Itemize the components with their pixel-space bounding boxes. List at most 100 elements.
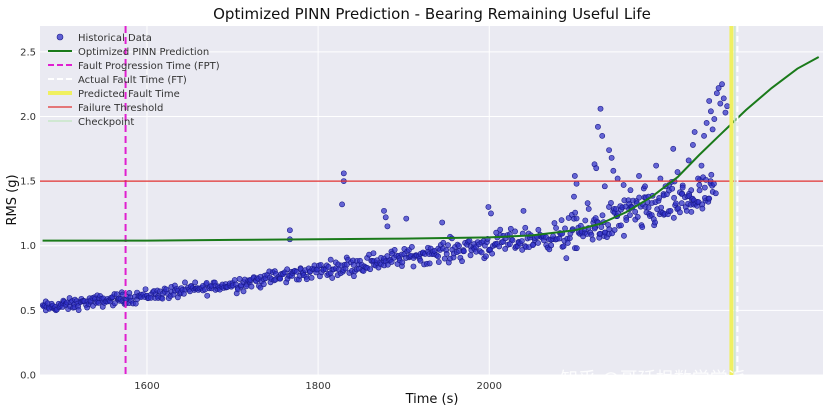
data-point-702	[384, 223, 391, 230]
data-point-687	[706, 195, 713, 202]
data-point-676	[696, 182, 703, 189]
data-point-308	[351, 273, 357, 280]
data-point-717	[606, 147, 612, 153]
data-point-595	[627, 212, 633, 219]
data-point-547	[585, 206, 592, 212]
data-point-252	[293, 268, 300, 275]
data-point-166	[203, 280, 210, 286]
data-point-707	[520, 207, 527, 214]
data-point-520	[563, 255, 570, 262]
data-point-729	[670, 145, 677, 152]
data-point-422	[466, 237, 473, 244]
data-point-718	[608, 154, 615, 161]
data-point-710	[571, 193, 577, 200]
data-point-439	[483, 253, 489, 260]
y-axis-ticks: 0.0 0.5 1.0 1.5 2.0 2.5	[20, 47, 36, 381]
data-point-209	[248, 283, 255, 290]
data-point-221	[260, 281, 267, 288]
data-point-726	[653, 162, 660, 169]
data-point-694	[712, 190, 719, 197]
data-point-88	[119, 291, 126, 298]
data-point-741	[707, 108, 714, 115]
legend-label-pinn-prediction: Optimized PINN Prediction	[78, 47, 209, 58]
legend-item-predicted-fault-time: Predicted Fault Time	[48, 89, 180, 100]
data-point-731	[679, 184, 686, 191]
data-point-577	[611, 227, 618, 233]
data-point-591	[623, 217, 630, 224]
data-point-467	[512, 228, 518, 235]
data-point-415	[459, 258, 465, 265]
data-point-286	[327, 256, 334, 263]
data-point-643	[669, 185, 676, 192]
data-point-458	[502, 245, 509, 252]
data-point-374	[417, 257, 424, 264]
watermark: 知乎 @哥廷根数学学派	[560, 369, 746, 390]
data-point-746	[717, 100, 724, 107]
data-point-704	[439, 219, 446, 226]
data-point-690	[708, 171, 715, 178]
data-point-452	[496, 243, 503, 250]
data-point-466	[509, 237, 516, 244]
data-point-624	[652, 219, 658, 226]
data-point-709	[573, 180, 580, 187]
chart-title: Optimized PINN Prediction - Bearing Rema…	[213, 5, 651, 23]
data-point-617	[645, 204, 652, 211]
data-point-653	[677, 209, 683, 216]
data-point-737	[698, 162, 705, 169]
data-point-749	[722, 109, 729, 116]
data-point-747	[719, 81, 725, 88]
data-point-733	[690, 142, 696, 148]
data-point-367	[410, 263, 417, 270]
data-point-522	[564, 240, 571, 246]
data-point-745	[715, 85, 722, 91]
data-point-604	[634, 214, 641, 220]
data-point-200	[240, 288, 247, 295]
data-point-732	[685, 157, 692, 164]
data-point-263	[303, 276, 310, 283]
legend-item-pinn-prediction: Optimized PINN Prediction	[48, 47, 209, 58]
data-point-109	[142, 286, 149, 293]
data-point-730	[674, 169, 681, 175]
legend-item-historical-data: Historical Data	[56, 33, 152, 44]
data-point-156	[192, 279, 199, 286]
data-point-628	[656, 195, 663, 201]
data-point-401	[445, 242, 451, 249]
data-point-706	[488, 210, 494, 217]
data-point-445	[489, 250, 496, 257]
legend-item-failure-threshold: Failure Threshold	[48, 103, 163, 114]
data-point-550	[589, 236, 596, 243]
data-point-475	[519, 246, 526, 253]
data-point-490	[535, 240, 541, 246]
data-point-357	[399, 259, 406, 266]
data-point-572	[608, 200, 614, 206]
y-tick-label-2.0: 2.0	[20, 112, 36, 123]
data-point-78	[111, 300, 118, 307]
x-tick-label-1600: 1600	[134, 381, 159, 392]
data-point-267	[308, 274, 315, 281]
data-point-681	[701, 184, 708, 191]
y-tick-label-1.5: 1.5	[20, 177, 36, 188]
data-point-642	[667, 208, 674, 214]
data-point-750	[724, 103, 731, 110]
data-point-712	[597, 105, 604, 112]
x-tick-label-1800: 1800	[305, 381, 330, 392]
data-point-734	[691, 129, 698, 135]
data-point-532	[573, 215, 580, 222]
data-point-543	[582, 217, 589, 224]
data-point-727	[657, 175, 664, 182]
pinn-prediction-curve	[42, 56, 820, 242]
data-point-507	[551, 220, 558, 226]
legend-item-fpt: Fault Progression Time (FPT)	[48, 61, 220, 72]
data-point-666	[688, 208, 695, 215]
data-point-655	[678, 200, 685, 207]
data-point-700	[381, 207, 387, 214]
legend: Historical Data Optimized PINN Predictio…	[48, 33, 220, 128]
data-point-244	[284, 266, 291, 273]
data-point-503	[548, 242, 555, 249]
data-point-693	[710, 180, 717, 187]
data-point-237	[277, 275, 284, 282]
data-point-722	[627, 187, 634, 194]
data-point-327	[370, 250, 377, 257]
